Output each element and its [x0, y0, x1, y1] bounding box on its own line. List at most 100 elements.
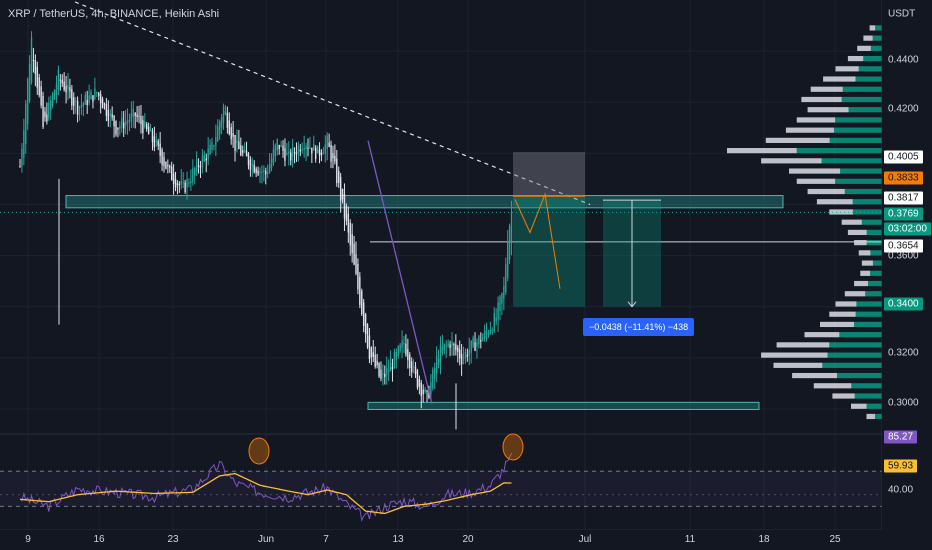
rsi-ma-line [19, 472, 512, 515]
candle-body [288, 151, 290, 154]
candle-body [169, 165, 171, 168]
candle-body [437, 358, 440, 365]
candle-body [314, 147, 317, 159]
candle-body [192, 168, 194, 183]
price-chart[interactable] [0, 0, 882, 530]
volume-profile-bar [854, 240, 867, 246]
projection-path [514, 192, 561, 289]
candle-body [274, 144, 277, 157]
candle-body [265, 170, 267, 175]
volume-profile-bar [796, 178, 836, 184]
candle-body [44, 111, 46, 118]
candle-body [149, 130, 152, 132]
volume-profile-bar [801, 96, 842, 103]
measure-label[interactable]: −0.0438 (−11.41%) −438 [583, 318, 695, 336]
candle-body [65, 85, 67, 93]
candle-body [105, 104, 108, 116]
candle-body [243, 150, 246, 152]
candle-body [278, 144, 280, 150]
candle-body [458, 349, 461, 359]
candle-body [497, 302, 499, 320]
candle-body [188, 182, 190, 184]
price-tick: 0.4400 [888, 54, 919, 66]
volume-profile-bar [835, 117, 882, 123]
candle-body [368, 335, 371, 359]
volume-profile-bar [861, 219, 882, 225]
candle-body [103, 103, 106, 105]
candle-body [249, 159, 252, 171]
volume-profile-bar [865, 291, 882, 297]
candle-body [190, 181, 192, 183]
candle-body [155, 140, 158, 142]
candle-body [362, 302, 365, 326]
volume-profile-bar [872, 35, 882, 41]
candle-body [476, 342, 478, 347]
candle-body [276, 139, 278, 151]
candle-body [409, 354, 411, 369]
volume-profile-bar [872, 260, 882, 266]
price-tick: 0.3000 [888, 397, 919, 409]
time-tick: 9 [25, 534, 31, 545]
volume-profile-bar [829, 311, 856, 317]
volume-profile-bar [773, 362, 823, 368]
volume-profile-bar [847, 229, 867, 236]
volume-profile-bar [829, 209, 854, 215]
candle-body [510, 212, 513, 243]
candle-body [247, 153, 250, 166]
rsi-ma-tag: 59.93 [884, 459, 918, 473]
candle-body [382, 373, 384, 375]
candle-body [132, 108, 134, 118]
candle-body [447, 343, 449, 346]
volume-profile-bar [844, 291, 866, 297]
candle-body [50, 100, 52, 111]
price-axis[interactable]: USDT 0.4400 0.4200 0.3600 0.3200 0.3000 … [882, 0, 932, 530]
candle-body [253, 164, 255, 173]
candle-body [483, 330, 486, 339]
time-axis[interactable]: 9 16 23 Jun 7 13 20 Jul 11 18 25 [0, 530, 882, 550]
volume-profile-bar [870, 270, 882, 276]
candle-body [270, 158, 273, 169]
candle-body [57, 69, 60, 90]
price-tag-line: 0.3654 [884, 239, 923, 253]
candle-body [449, 344, 451, 349]
candle-body [21, 148, 23, 167]
candle-body [435, 356, 438, 374]
candle-body [412, 366, 415, 368]
candle-body [71, 89, 73, 106]
volume-profile-bar [854, 321, 882, 328]
candle-body [290, 152, 292, 161]
volume-profile-bar [863, 55, 882, 62]
candle-body [122, 122, 125, 129]
candle-body [426, 390, 428, 392]
candle-body [224, 111, 227, 115]
candle-body [328, 142, 330, 147]
candle-body [464, 351, 467, 359]
candle-body [499, 296, 501, 312]
candle-body [349, 223, 351, 246]
candle-body [259, 171, 261, 173]
measure-arrowhead [627, 301, 637, 308]
candle-body [213, 145, 215, 147]
candle-body [51, 93, 54, 106]
candle-body [395, 351, 398, 361]
candle-body [195, 159, 198, 172]
candle-body [403, 342, 405, 345]
candle-body [297, 145, 300, 154]
candle-body [74, 100, 77, 102]
price-tag-orange: 0.3833 [884, 171, 923, 185]
candle-body [215, 136, 217, 146]
candle-body [146, 124, 148, 130]
candle-body [480, 340, 482, 342]
candle-body [293, 152, 296, 154]
candle-body [343, 194, 346, 219]
candle-body [309, 147, 311, 149]
candle-body [347, 213, 350, 233]
candle-body [182, 182, 184, 184]
candle-body [99, 94, 102, 104]
candle-body [111, 114, 113, 118]
candle-body [48, 102, 50, 118]
volume-profile-bar [851, 383, 882, 389]
candle-body [280, 144, 282, 147]
candle-body [134, 112, 136, 116]
volume-profile-bar [855, 311, 882, 317]
